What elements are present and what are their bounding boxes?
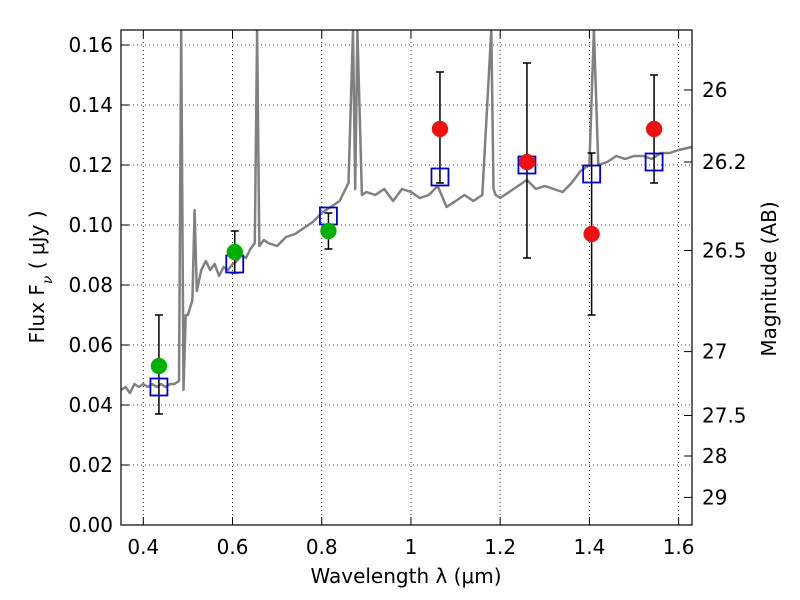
plot-frame [120, 29, 693, 526]
data-points [150, 120, 663, 375]
y2-tick-label: 27.5 [702, 404, 747, 428]
model-box [430, 167, 450, 187]
model-box [582, 164, 602, 184]
y-tick-label: 0.00 [68, 513, 113, 537]
data-point [431, 120, 449, 138]
data-point [226, 243, 244, 261]
y2-tick-label: 26 [702, 78, 727, 102]
y-axis-title: Flux Fν ( μJy ) [25, 210, 56, 343]
y-tick-label: 0.04 [68, 393, 113, 417]
x-tick-label: 1.2 [484, 535, 516, 559]
grid [121, 30, 692, 526]
axis-ticks [121, 30, 692, 526]
data-point [583, 225, 600, 243]
y2-tick-label: 27 [702, 340, 727, 364]
y2-tick-label: 28 [702, 444, 727, 468]
y-tick-label: 0.08 [68, 273, 113, 297]
y-tick-label: 0.16 [68, 33, 113, 57]
y2-tick-label: 29 [702, 485, 727, 509]
model-box [644, 152, 664, 172]
data-point [150, 357, 168, 375]
y-tick-label: 0.10 [68, 213, 113, 237]
y-axis-title-unit: ( μJy ) [25, 210, 49, 275]
data-point [518, 153, 536, 171]
y-axis-title-main: Flux F [25, 284, 49, 343]
x-tick-label: 0.4 [127, 535, 159, 559]
data-point [645, 120, 663, 138]
y-tick-label: 0.14 [68, 93, 113, 117]
model-box [149, 377, 169, 397]
y2-tick-label: 26.5 [702, 239, 747, 263]
y-tick-label: 0.02 [68, 453, 113, 477]
data-point [320, 222, 337, 240]
x-tick-label: 1.4 [573, 535, 605, 559]
x-axis-title: Wavelength λ (μm) [310, 564, 501, 588]
x-tick-label: 0.6 [217, 535, 249, 559]
spectrum-line [121, 30, 692, 395]
y-tick-label: 0.12 [68, 153, 113, 177]
y2-tick-label: 26.2 [702, 150, 747, 174]
y-tick-label: 0.06 [68, 333, 113, 357]
spectrum-polyline [121, 30, 692, 395]
y-axis-title-sub: ν [40, 275, 56, 284]
x-tick-label: 1 [405, 535, 418, 559]
x-tick-label: 1.6 [663, 535, 695, 559]
y2-axis-title: Magnitude (AB) [757, 201, 781, 356]
x-tick-label: 0.8 [306, 535, 338, 559]
tick-labels: 0.4 0.6 0.8 1 1.2 1.4 1.6 0.00 0.02 0.04 0.06 0.08 0… [68, 33, 746, 559]
